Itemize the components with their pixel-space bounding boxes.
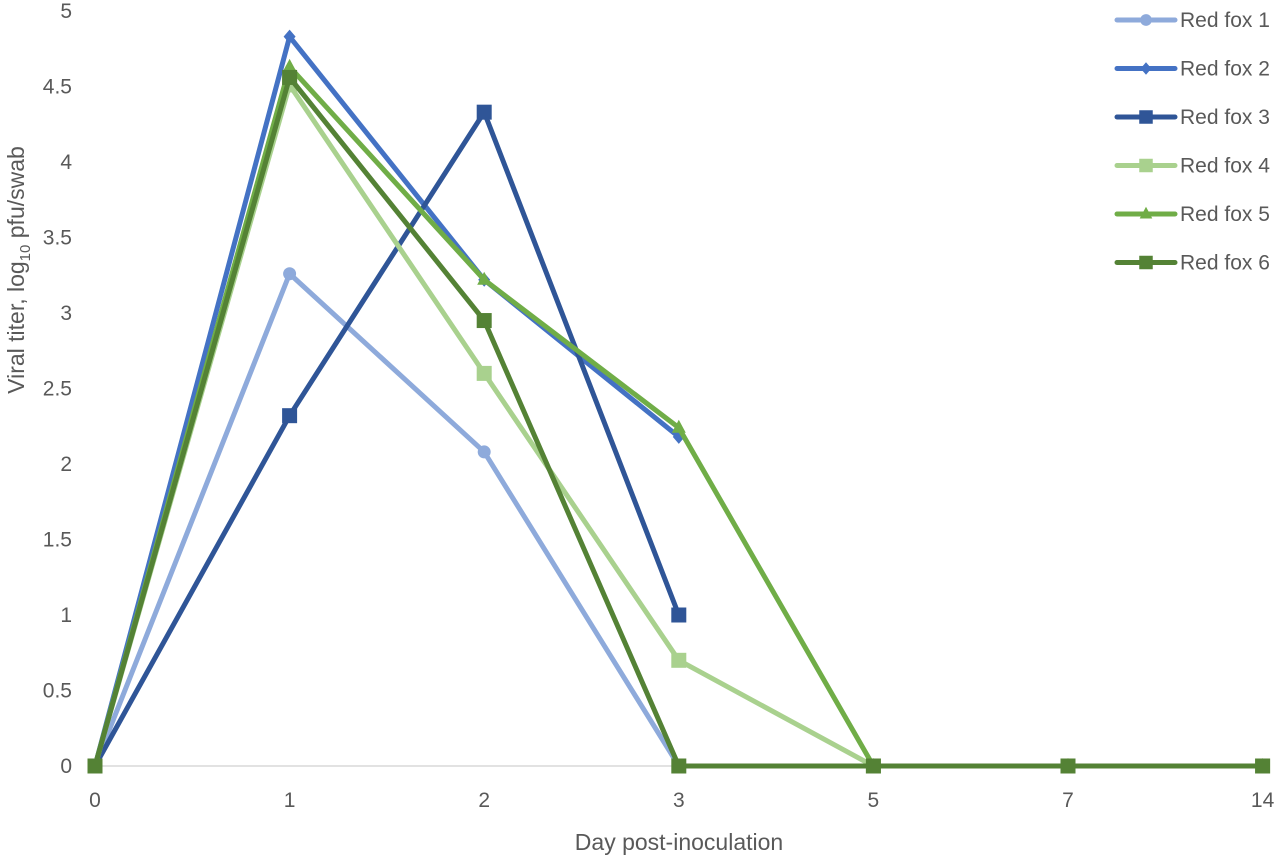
series-line [92, 271, 681, 768]
square-marker-icon [865, 758, 881, 774]
legend-item: Red fox 2 [1114, 58, 1270, 81]
x-tick-label: 7 [1062, 789, 1074, 812]
y-tick-label: 0 [60, 755, 72, 778]
series-line [92, 109, 682, 768]
legend-label: Red fox 3 [1180, 106, 1270, 129]
x-tick-label: 14 [1251, 789, 1275, 812]
square-marker-icon [671, 607, 687, 623]
y-tick-label: 0.5 [43, 680, 72, 703]
square-marker-icon [87, 758, 103, 774]
series-1 [88, 267, 686, 773]
y-tick-label: 2 [60, 453, 72, 476]
square-marker-icon [1255, 758, 1271, 774]
square-marker-icon [1060, 758, 1076, 774]
circle-marker-icon [1140, 14, 1152, 26]
series-6 [87, 69, 1271, 774]
square-marker-icon [476, 313, 492, 329]
series-3 [87, 104, 687, 774]
y-tick-label: 3.5 [43, 227, 72, 250]
y-tick-label: 5 [60, 0, 72, 23]
square-marker-icon [282, 408, 298, 424]
legend-label: Red fox 5 [1180, 203, 1270, 226]
y-tick-label: 4 [60, 151, 72, 174]
square-marker-icon [671, 652, 687, 668]
square-marker-icon [476, 365, 492, 381]
legend: Red fox 1 Red fox 2 Red fox 3 Red fox 4 Red … [1114, 9, 1270, 275]
legend-item: Red fox 5 [1114, 203, 1270, 226]
y-tick-label: 1.5 [43, 529, 72, 552]
x-tick-label: 2 [478, 789, 490, 812]
legend-label: Red fox 4 [1180, 155, 1270, 178]
legend-item: Red fox 4 [1114, 155, 1270, 178]
y-tick-label: 1 [60, 604, 72, 627]
legend-item: Red fox 6 [1114, 252, 1270, 275]
x-axis-ticks: 0 1 2 3 5 7 14 [89, 789, 1274, 812]
data-series [87, 29, 1271, 774]
series-line [92, 34, 681, 767]
x-tick-label: 5 [868, 789, 880, 812]
circle-marker-icon [283, 267, 297, 281]
legend-label: Red fox 1 [1180, 9, 1270, 32]
y-axis-title: Viral titer, log10 pfu/swab [3, 146, 34, 394]
legend-label: Red fox 6 [1180, 252, 1270, 275]
legend-label: Red fox 2 [1180, 58, 1270, 81]
x-tick-label: 0 [89, 789, 101, 812]
square-marker-icon [671, 758, 687, 774]
triangle-marker-icon [477, 271, 492, 285]
square-marker-icon [1139, 110, 1153, 124]
square-marker-icon [1139, 158, 1153, 173]
square-marker-icon [1139, 255, 1153, 270]
y-axis-ticks: 0 0.5 1 1.5 2 2.5 3 3.5 4 4.5 5 [43, 0, 73, 778]
circle-marker-icon [477, 445, 491, 459]
legend-item: Red fox 3 [1114, 106, 1270, 129]
square-marker-icon [282, 69, 298, 85]
diamond-marker-icon [1140, 62, 1152, 75]
legend-item: Red fox 1 [1114, 9, 1270, 32]
x-tick-label: 1 [284, 789, 296, 812]
y-tick-label: 2.5 [43, 378, 72, 401]
triangle-marker-icon [282, 58, 297, 72]
y-tick-label: 4.5 [43, 76, 72, 99]
triangle-marker-icon [1139, 206, 1153, 219]
diamond-marker-icon [283, 29, 296, 44]
square-marker-icon [476, 104, 492, 120]
x-tick-label: 3 [673, 789, 685, 812]
y-tick-label: 3 [60, 302, 72, 325]
triangle-marker-icon [671, 419, 686, 433]
x-axis-title: Day post-inoculation [575, 829, 783, 855]
